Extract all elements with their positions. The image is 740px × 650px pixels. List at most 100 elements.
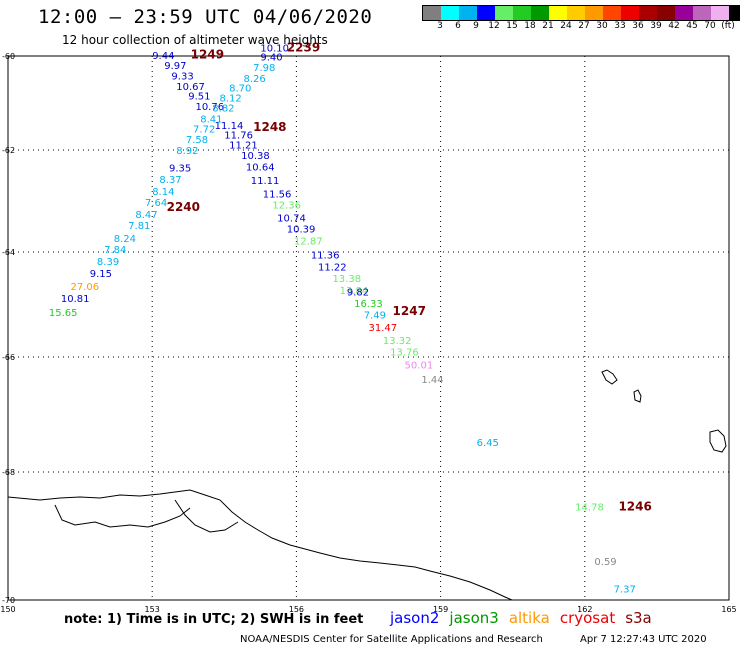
wave-height-point: 10.76 <box>195 102 224 113</box>
y-tick-label: -70 <box>2 596 15 605</box>
legend-swatch <box>729 6 740 20</box>
legend-label: 6 <box>455 21 461 31</box>
track-time-label: 1247 <box>393 304 426 318</box>
mission-legend: jason2 jason3 altika cryosat s3a <box>390 609 662 627</box>
wave-height-point: 7.49 <box>364 311 386 322</box>
wave-height-point: 8.47 <box>135 210 157 221</box>
wave-height-point: 14.78 <box>575 502 604 513</box>
legend-label: 18 <box>524 21 536 31</box>
wave-height-point: 8.39 <box>97 257 119 268</box>
legend-swatch <box>459 6 477 20</box>
wave-height-point: 7.84 <box>104 245 126 256</box>
wave-height-point: 8.92 <box>176 146 198 157</box>
legend-label: 24 <box>560 21 572 31</box>
track-time-labels: 1249 2239 1248 2240 1247 1246 <box>167 40 652 513</box>
wave-height-point: 8.41 <box>200 115 222 126</box>
x-tick-label: 165 <box>721 605 736 614</box>
legend-label: 70 <box>704 21 716 31</box>
mission-s3a: s3a <box>625 609 652 627</box>
legend-swatch <box>423 6 441 20</box>
legend-swatch <box>477 6 495 20</box>
wave-height-point: 7.98 <box>253 63 275 74</box>
legend-swatch <box>549 6 567 20</box>
legend-label: 33 <box>614 21 626 31</box>
x-tick-label: 153 <box>145 605 160 614</box>
mission-jason2: jason2 <box>390 609 440 627</box>
legend-label: 42 <box>668 21 680 31</box>
wave-height-point: 7.72 <box>193 125 215 136</box>
legend-swatch <box>657 6 675 20</box>
track-time-label: 2240 <box>167 200 200 214</box>
mission-altika: altika <box>508 609 550 627</box>
wave-height-point: 9.51 <box>188 92 210 103</box>
wave-height-point: 11.36 <box>311 250 340 261</box>
wave-height-point: 27.06 <box>70 282 99 293</box>
wave-height-point: 11.56 <box>263 189 292 200</box>
coastline <box>7 369 727 601</box>
legend-swatch <box>567 6 585 20</box>
wave-height-point: 8.24 <box>114 234 136 245</box>
wave-height-point: 8.82 <box>212 103 234 114</box>
wave-height-point: 11.76 <box>224 130 253 141</box>
mission-jason3: jason3 <box>449 609 499 627</box>
x-tick-label: 159 <box>433 605 448 614</box>
wave-height-point: 50.01 <box>405 361 434 372</box>
wave-height-point: 0.59 <box>594 557 616 568</box>
legend-swatch <box>711 6 729 20</box>
wave-height-point: 10.39 <box>287 225 316 236</box>
y-tick-label: -66 <box>2 353 15 362</box>
wave-height-point: 9.35 <box>169 163 191 174</box>
wave-height-point: 13.32 <box>383 336 412 347</box>
credit-text: NOAA/NESDIS Center for Satellite Applica… <box>240 634 543 645</box>
wave-height-point: 7.58 <box>186 135 208 146</box>
legend-label: 36 <box>632 21 644 31</box>
wave-height-point: 13.76 <box>390 347 419 358</box>
wave-height-point: 13.38 <box>332 274 361 285</box>
chart-subtitle: 12 hour collection of altimeter wave hei… <box>62 33 328 47</box>
track-time-label: 1246 <box>618 499 651 513</box>
mission-cryosat: cryosat <box>559 609 616 627</box>
legend-swatch <box>675 6 693 20</box>
track-time-label: 1249 <box>191 47 224 61</box>
wave-height-values: 9.449.979.3310.679.5110.7611.1411.7611.2… <box>49 43 636 595</box>
wave-height-point: 9.40 <box>260 53 282 64</box>
legend-label: (ft) <box>721 21 735 31</box>
wave-height-point: 8.37 <box>159 175 181 186</box>
map-frame <box>7 55 730 601</box>
wave-height-point: 9.15 <box>90 269 112 280</box>
color-legend <box>422 5 740 21</box>
wave-height-point: 9.82 <box>347 288 369 299</box>
wave-height-point: 31.47 <box>369 323 398 334</box>
wave-height-point: 11.22 <box>318 262 347 273</box>
wave-height-point: 11.21 <box>229 141 258 152</box>
legend-swatch <box>513 6 531 20</box>
wave-height-point: 7.81 <box>128 221 150 232</box>
legend-label: 27 <box>578 21 590 31</box>
wave-height-point: 10.81 <box>61 294 90 305</box>
wave-height-point: 12.87 <box>294 236 323 247</box>
wave-height-point: 7.64 <box>145 198 167 209</box>
y-tick-label: -68 <box>2 468 15 477</box>
wave-height-point: 11.14 <box>215 121 244 132</box>
wave-height-point: 9.33 <box>171 72 193 83</box>
wave-height-point: 8.14 <box>152 187 174 198</box>
wave-height-point: 8.70 <box>229 83 251 94</box>
x-tick-label: 150 <box>0 605 15 614</box>
legend-label: 21 <box>542 21 554 31</box>
footer-note: note: 1) Time is in UTC; 2) SWH is in fe… <box>64 612 364 627</box>
y-tick-label: -60 <box>2 52 15 61</box>
y-tick-label: -64 <box>2 248 15 257</box>
legend-swatch <box>693 6 711 20</box>
legend-swatch <box>621 6 639 20</box>
timestamp: Apr 7 12:27:43 UTC 2020 <box>580 634 707 645</box>
legend-swatch <box>531 6 549 20</box>
wave-height-point: 9.97 <box>164 61 186 72</box>
wave-height-point: 11.11 <box>251 176 280 187</box>
legend-label: 15 <box>506 21 518 31</box>
grid-lines <box>8 56 729 600</box>
wave-height-point: 10.67 <box>176 82 205 93</box>
track-time-label: 1248 <box>253 120 286 134</box>
chart-title: 12:00 — 23:59 UTC 04/06/2020 <box>38 6 373 28</box>
legend-label: 30 <box>596 21 608 31</box>
